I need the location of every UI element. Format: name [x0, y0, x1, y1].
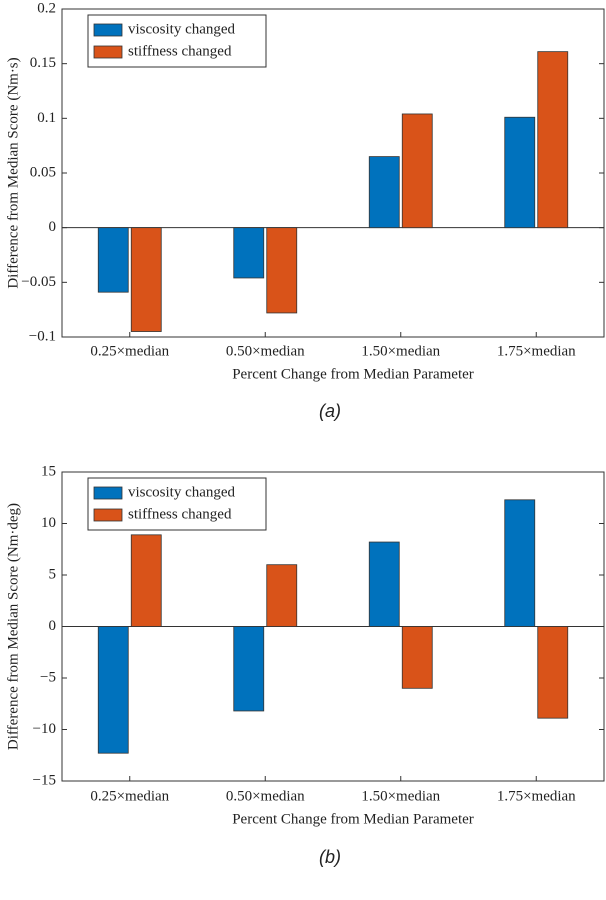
legend-swatch — [93, 508, 123, 522]
y-tick-label: 0.15 — [30, 55, 56, 71]
plot-frame — [61, 471, 605, 782]
bar — [233, 626, 265, 712]
bar — [266, 227, 298, 314]
bar — [97, 227, 129, 293]
bar — [537, 51, 569, 229]
bar — [401, 626, 433, 689]
bar — [368, 541, 400, 627]
caption: (b) — [319, 847, 341, 867]
legend-label: viscosity changed — [128, 21, 236, 37]
y-tick-label: −10 — [33, 721, 56, 737]
caption: (a) — [319, 401, 341, 421]
legend-label: stiffness changed — [128, 43, 232, 59]
x-axis-label: Percent Change from Median Parameter — [232, 811, 474, 827]
x-axis-label: Percent Change from Median Parameter — [232, 366, 474, 382]
y-tick-label: 10 — [41, 515, 56, 531]
bar — [130, 227, 162, 332]
y-tick-label: −5 — [40, 669, 56, 685]
bar — [537, 626, 569, 719]
legend-swatch — [93, 486, 123, 500]
x-tick-label: 1.50×median — [361, 788, 440, 804]
bar — [97, 626, 129, 754]
chart: −0.1 −0.05 0 0.05 0.1 0.15 0.2 0.25×median 0.50×… — [5, 0, 605, 421]
legend-swatch — [93, 45, 123, 59]
y-tick-label: 0 — [49, 618, 57, 634]
y-tick-label: −0.05 — [21, 274, 56, 290]
legend-label: viscosity changed — [128, 484, 236, 500]
x-tick-label: 1.75×median — [497, 788, 576, 804]
y-axis-label: Difference from Median Score (Nm·s) — [5, 57, 21, 288]
y-tick-label: −15 — [33, 772, 56, 788]
bar — [266, 564, 298, 627]
x-tick-label: 1.75×median — [497, 343, 576, 359]
bar — [401, 113, 433, 229]
legend-swatch — [93, 23, 123, 37]
bar — [130, 534, 162, 627]
bar — [504, 499, 536, 627]
y-tick-label: 0 — [49, 219, 57, 235]
y-tick-label: 0.1 — [37, 110, 56, 126]
chart: −15 −10 −5 0 5 10 15 0.25×median 0.50×median 1.50… — [5, 463, 605, 867]
y-tick-label: 5 — [49, 566, 57, 582]
bar — [504, 116, 536, 229]
x-tick-label: 0.25×median — [90, 343, 169, 359]
y-tick-label: 0.2 — [37, 0, 56, 16]
y-tick-label: 15 — [41, 463, 56, 479]
x-tick-label: 0.25×median — [90, 788, 169, 804]
y-tick-label: 0.05 — [30, 164, 56, 180]
x-tick-label: 1.50×median — [361, 343, 440, 359]
plot-frame — [61, 8, 605, 338]
legend-label: stiffness changed — [128, 506, 232, 522]
y-axis-label: Difference from Median Score (Nm·deg) — [5, 503, 21, 750]
y-tick-label: −0.1 — [29, 328, 56, 344]
x-tick-label: 0.50×median — [226, 788, 305, 804]
bar — [233, 227, 265, 279]
x-tick-label: 0.50×median — [226, 343, 305, 359]
bar — [368, 156, 400, 229]
